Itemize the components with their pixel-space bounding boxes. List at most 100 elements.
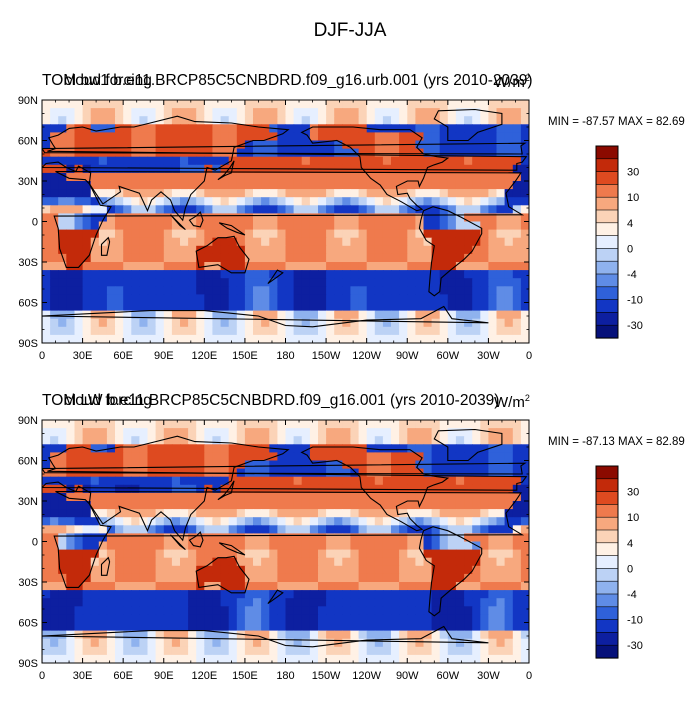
heatmap-cell [42,557,51,567]
x-tick-label: 180 [276,670,294,682]
heatmap-cell [455,557,465,567]
heatmap-cell [374,253,384,263]
heatmap-cell [358,646,368,656]
heatmap-cell [269,622,278,632]
heatmap-cell [423,476,433,486]
heatmap-cell [423,638,433,648]
heatmap-cell [171,100,181,109]
heatmap-cell [423,622,433,632]
heatmap-cell [512,476,522,486]
heatmap-cell [342,654,351,663]
heatmap-cell [204,310,213,320]
heatmap-cell [407,253,416,263]
heatmap-cell [350,318,360,328]
heatmap-cell [358,108,368,117]
heatmap-cell [496,262,506,271]
heatmap-cell [261,614,270,624]
heatmap-cell [50,116,59,125]
heatmap-cell [447,181,457,190]
heatmap-cell [236,334,246,343]
heatmap-cell [366,420,376,429]
heatmap-cell [512,428,522,437]
heatmap-cell [66,460,75,470]
heatmap-cell [220,460,230,470]
x-tick-label: 30W [477,350,500,362]
heatmap-cell [520,541,529,551]
heatmap-cell [407,492,416,502]
heatmap-cell [326,278,335,287]
heatmap-cell [131,124,140,133]
x-tick-label: 120E [191,670,217,682]
heatmap-cell [496,492,506,502]
heatmap-cell [423,334,433,343]
heatmap-cell [318,622,327,632]
heatmap-cell [399,614,408,624]
heatmap-cell [342,253,351,263]
heatmap-cell [342,573,351,583]
heatmap-cell [131,310,140,320]
heatmap-cell [204,181,213,190]
heatmap-cell [480,132,489,142]
heatmap-cell [439,262,449,271]
heatmap-cell [326,525,335,534]
heatmap-cell [350,654,360,663]
heatmap-cell [253,646,262,656]
heatmap-cell [374,646,384,656]
heatmap-cell [180,492,189,502]
heatmap-cell [106,509,116,518]
heatmap-cell [504,468,514,478]
heatmap-cell [423,501,433,510]
heatmap-cell [244,509,254,518]
heatmap-cell [512,509,522,518]
heatmap-cell [293,590,303,599]
heatmap-cell [415,213,425,223]
heatmap-cell [382,549,392,559]
heatmap-cell [180,549,189,559]
heatmap-cell [391,509,400,518]
coastline-australia [195,555,250,594]
heatmap-cell [301,582,311,591]
heatmap-cell [366,638,376,648]
heatmap-cell [334,156,343,166]
x-tick-label: 30E [73,670,93,682]
heatmap-cell [374,622,384,632]
heatmap-cell [212,237,222,247]
heatmap-cell [350,253,360,263]
heatmap-cell [50,221,59,231]
heatmap-cell [423,460,433,470]
heatmap-cell [496,565,506,575]
heatmap-cell [472,452,481,462]
heatmap-cell [326,533,335,543]
heatmap-cell [42,253,51,263]
heatmap-cell [439,606,449,615]
heatmap-cell [431,573,441,583]
heatmap-cell [431,590,441,599]
heatmap-cell [171,310,181,320]
heatmap-cell [423,428,433,437]
heatmap-cell [480,533,489,543]
heatmap-cell [318,116,327,125]
heatmap-cell [42,156,51,166]
heatmap-cell [220,420,230,429]
heatmap-cell [455,108,465,117]
heatmap-cell [58,164,67,174]
coastline-eurasia [42,115,528,222]
heatmap-cell [480,302,489,312]
heatmap-cell [391,181,400,190]
heatmap-cell [253,318,262,328]
heatmap-cell [106,565,116,575]
heatmap-cell [115,132,124,142]
heatmap-cell [318,549,327,559]
heatmap-cell [407,205,416,214]
heatmap-cell [196,237,205,247]
heatmap-cell [334,116,343,125]
heatmap-cell [447,140,457,150]
heatmap-cell [277,492,287,502]
heatmap-cell [391,444,400,453]
heatmap-cell [350,622,360,632]
heatmap-cell [42,262,51,271]
heatmap-cell [261,590,270,599]
heatmap-cell [244,436,254,445]
heatmap-cell [163,245,173,255]
heatmap-cell [171,326,181,336]
